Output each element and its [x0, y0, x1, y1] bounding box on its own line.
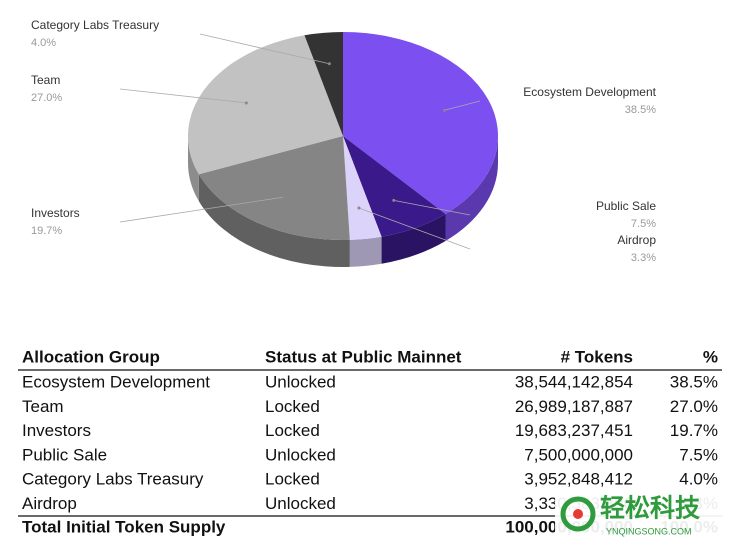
slice-side — [445, 136, 498, 242]
leader-line — [119, 88, 247, 104]
pie-labels: Ecosystem Development 38.5% Public Sale 7.5… — [31, 18, 657, 264]
slice — [343, 136, 382, 240]
column-header: Allocation Group — [22, 347, 160, 366]
table-cell: Category Labs Treasury — [22, 470, 204, 489]
table-cell: Investors — [22, 421, 91, 440]
watermark-dot — [573, 509, 583, 519]
slice-value-label: 38.5% — [625, 104, 656, 116]
table-cell: Locked — [265, 397, 320, 416]
column-header: % — [703, 347, 718, 366]
table-cell: 26,989,187,887 — [515, 397, 633, 416]
table-cell: 27.0% — [670, 397, 718, 416]
slice-label: Category Labs Treasury — [31, 18, 159, 32]
slice-value-label: 4.0% — [31, 37, 56, 49]
slice-label: Ecosystem Development — [523, 85, 656, 99]
slice-label: Investors — [31, 206, 80, 220]
table-cell: 3,952,848,412 — [524, 470, 633, 489]
leader-dot — [357, 206, 361, 210]
table-cell: Unlocked — [265, 445, 336, 464]
leader-line — [444, 100, 481, 111]
slice-side — [349, 236, 382, 267]
leader-line — [358, 207, 471, 250]
table-cell: Public Sale — [22, 445, 107, 464]
column-header: # Tokens — [561, 347, 633, 366]
watermark-icon — [560, 496, 596, 532]
slice — [304, 32, 343, 136]
slice-label: Team — [31, 73, 60, 87]
slice — [343, 32, 498, 215]
slice — [198, 136, 350, 240]
watermark-url: YNQINGSONG.COM — [606, 526, 692, 536]
leader-line — [393, 199, 471, 216]
table-cell: 19.7% — [670, 421, 718, 440]
table-cell: Team — [22, 397, 64, 416]
slice-value-label: 3.3% — [631, 252, 656, 264]
leader-dot — [392, 198, 396, 202]
pie — [187, 32, 498, 267]
slice-side — [381, 214, 446, 264]
table-cell: 7,500,000,000 — [524, 445, 633, 464]
table-cell: 19,683,237,451 — [515, 421, 633, 440]
leader-line — [119, 196, 285, 223]
slice-label: Airdrop — [617, 233, 656, 247]
table-cell: Locked — [265, 470, 320, 489]
watermark-text: 轻松科技 — [600, 495, 700, 523]
leader-line — [199, 33, 330, 65]
slice-side — [198, 174, 350, 267]
watermark: 轻松科技 YNQINGSONG.COM — [555, 492, 743, 540]
leader-dot — [442, 108, 446, 112]
slice-label: Public Sale — [596, 199, 656, 213]
table-cell: Unlocked — [265, 494, 336, 513]
leader-dot — [244, 101, 248, 105]
slice — [187, 35, 343, 175]
table-cell: 7.5% — [679, 445, 718, 464]
table-cell: Unlocked — [265, 372, 336, 391]
leader-dot — [282, 195, 286, 199]
table-cell: 4.0% — [679, 470, 718, 489]
total-cell: Total Initial Token Supply — [22, 517, 226, 536]
table: Allocation Group Status at Public Mainnet… — [18, 347, 722, 536]
slice — [343, 136, 446, 237]
slice-value-label: 27.0% — [31, 92, 62, 104]
table-cell: Locked — [265, 421, 320, 440]
slice-value-label: 19.7% — [31, 225, 62, 237]
table-cell: 38.5% — [670, 372, 718, 391]
table-cell: Ecosystem Development — [22, 372, 210, 391]
leader-dot — [327, 62, 331, 66]
column-header: Status at Public Mainnet — [265, 347, 462, 366]
table-cell: 38,544,142,854 — [515, 372, 633, 391]
slice-value-label: 7.5% — [631, 218, 656, 230]
table-cell: Airdrop — [22, 494, 77, 513]
slice-side — [188, 136, 199, 202]
